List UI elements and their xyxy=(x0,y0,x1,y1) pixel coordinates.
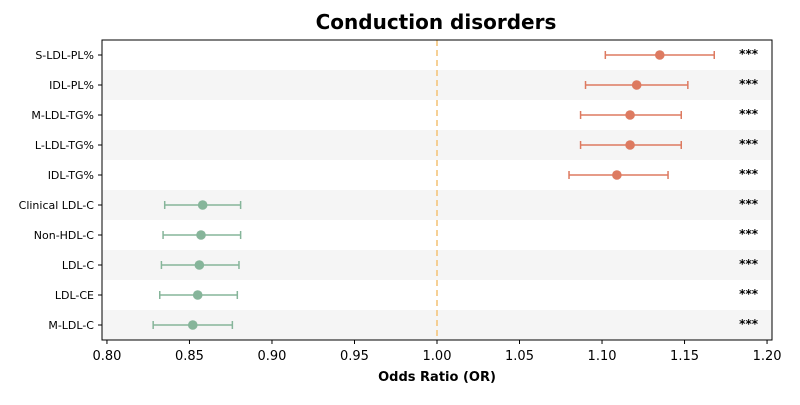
y-tick-label: IDL-TG% xyxy=(48,169,94,182)
y-tick-label: S-LDL-PL% xyxy=(35,49,94,62)
significance-label: *** xyxy=(739,77,759,91)
y-tick-label: M-LDL-TG% xyxy=(31,109,94,122)
y-tick-label: M-LDL-C xyxy=(48,319,94,332)
point-estimate xyxy=(194,260,205,270)
x-tick-label: 0.90 xyxy=(257,349,286,364)
x-tick-label: 0.80 xyxy=(92,349,121,364)
y-tick-label: LDL-C xyxy=(62,259,95,272)
significance-label: *** xyxy=(739,137,759,151)
y-tick-label: L-LDL-TG% xyxy=(35,139,94,152)
x-tick-label: 1.15 xyxy=(670,349,699,364)
point-estimate xyxy=(196,230,206,240)
x-tick-label: 1.00 xyxy=(423,349,452,364)
point-estimate xyxy=(631,80,642,90)
point-estimate xyxy=(197,200,208,210)
significance-label: *** xyxy=(739,197,759,211)
chart-title: Conduction disorders xyxy=(315,10,557,34)
point-estimate xyxy=(192,290,203,300)
significance-label: *** xyxy=(739,257,759,271)
significance-label: *** xyxy=(739,287,759,301)
significance-label: *** xyxy=(739,107,759,121)
x-tick-label: 0.85 xyxy=(175,349,204,364)
x-axis-label: Odds Ratio (OR) xyxy=(378,370,496,385)
significance-label: *** xyxy=(739,227,759,241)
point-estimate xyxy=(654,50,665,60)
y-tick-label: LDL-CE xyxy=(55,289,94,302)
y-tick-label: Clinical LDL-C xyxy=(19,199,95,212)
y-tick-label: Non-HDL-C xyxy=(34,229,95,242)
point-estimate xyxy=(625,140,635,150)
x-tick-label: 1.20 xyxy=(753,349,782,364)
point-estimate xyxy=(187,320,198,330)
significance-label: *** xyxy=(739,317,759,331)
significance-label: *** xyxy=(739,47,759,61)
point-estimate xyxy=(612,170,622,180)
significance-label: *** xyxy=(739,167,759,181)
y-tick-label: IDL-PL% xyxy=(49,79,94,92)
x-tick-label: 1.05 xyxy=(505,349,534,364)
x-tick-label: 1.10 xyxy=(588,349,617,364)
x-tick-label: 0.95 xyxy=(340,349,369,364)
point-estimate xyxy=(625,110,635,120)
